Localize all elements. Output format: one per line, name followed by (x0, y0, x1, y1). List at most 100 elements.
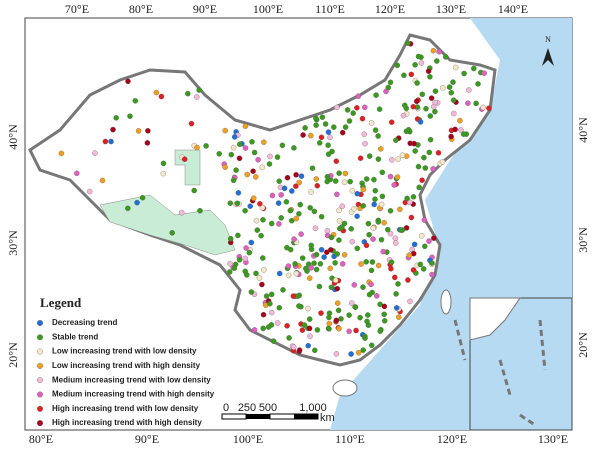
station (253, 174, 259, 180)
station (158, 93, 165, 100)
station (486, 105, 492, 111)
station (410, 103, 417, 110)
legend-marker (37, 334, 43, 341)
station (226, 269, 233, 275)
station (395, 281, 401, 287)
station (396, 314, 402, 320)
station (381, 318, 388, 324)
station (263, 293, 270, 299)
station (427, 136, 434, 143)
station (324, 178, 330, 185)
station (324, 249, 330, 255)
legend-label: Low increasing trend with low density (52, 347, 197, 356)
top-tick-label: 130°E (436, 2, 466, 16)
station (350, 110, 356, 116)
station (327, 265, 333, 272)
station (448, 133, 454, 140)
station (228, 151, 235, 158)
station (363, 242, 370, 249)
station (99, 177, 106, 184)
station (380, 248, 386, 255)
legend-marker (37, 320, 43, 326)
right-tick-label: 20°N (576, 332, 590, 358)
station (290, 344, 297, 350)
station (465, 100, 471, 106)
station (387, 173, 394, 180)
station (188, 120, 195, 127)
station (293, 172, 299, 178)
station (466, 87, 472, 93)
station (185, 90, 191, 97)
station (230, 177, 237, 184)
station (259, 205, 266, 211)
station (365, 220, 372, 227)
top-tick-label: 120°E (375, 2, 405, 16)
station (450, 79, 456, 85)
station (339, 203, 346, 209)
station (368, 342, 375, 349)
station (429, 271, 435, 278)
station (256, 275, 263, 281)
station (314, 182, 321, 189)
station (371, 201, 377, 208)
station (309, 165, 316, 171)
station (426, 238, 432, 244)
station (110, 126, 116, 133)
station (450, 97, 457, 103)
station (322, 121, 329, 127)
station (448, 89, 455, 96)
station (359, 115, 366, 122)
station (351, 282, 358, 288)
station (334, 300, 341, 306)
legend-marker (37, 420, 43, 427)
station (346, 312, 352, 318)
station (293, 183, 299, 189)
station (292, 261, 298, 267)
station (393, 137, 399, 143)
station (387, 79, 394, 86)
scale-bar (246, 414, 270, 419)
station (419, 91, 426, 98)
taiwan (440, 289, 452, 315)
station (299, 327, 306, 333)
station (407, 199, 413, 206)
station (326, 320, 333, 327)
station (408, 214, 415, 221)
station (388, 119, 395, 125)
station (328, 247, 334, 253)
station (289, 188, 295, 194)
scale-bar (294, 414, 318, 419)
station (431, 235, 437, 241)
station (334, 104, 340, 111)
station (362, 335, 368, 341)
station (398, 227, 404, 233)
station (346, 328, 352, 335)
station (425, 68, 432, 74)
station (231, 265, 238, 271)
station (296, 179, 302, 186)
station (435, 150, 442, 156)
station (280, 287, 286, 293)
station (377, 328, 383, 334)
station (342, 170, 349, 177)
station (291, 236, 297, 242)
station (387, 230, 394, 237)
station (316, 140, 323, 146)
station (265, 324, 272, 330)
station (285, 272, 292, 279)
station (308, 132, 314, 139)
station (366, 153, 373, 159)
station (381, 303, 388, 310)
station (242, 145, 249, 151)
station (332, 277, 339, 284)
scale-unit: km (320, 412, 335, 424)
station (293, 215, 299, 222)
left-tick-label: 40°N (6, 124, 20, 150)
station (363, 176, 370, 182)
station (452, 126, 458, 133)
station (371, 176, 377, 183)
station (268, 291, 275, 298)
station (260, 325, 266, 332)
station (427, 113, 434, 119)
station (360, 186, 367, 193)
